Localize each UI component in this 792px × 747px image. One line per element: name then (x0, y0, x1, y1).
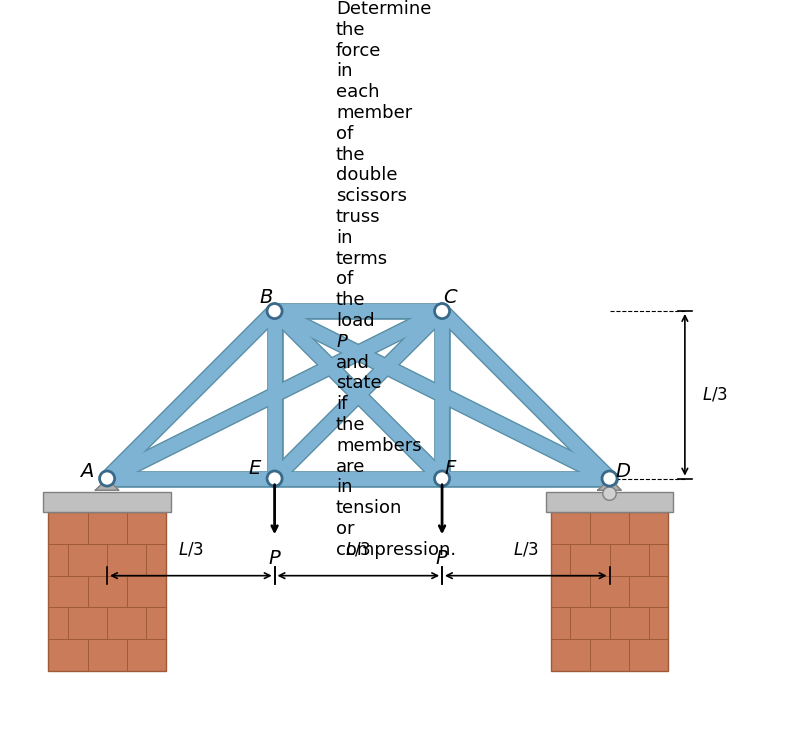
Circle shape (602, 471, 617, 486)
Text: A: A (80, 462, 93, 481)
Circle shape (435, 303, 450, 319)
Text: C: C (444, 288, 457, 307)
Text: B: B (260, 288, 273, 307)
Text: $L/3$: $L/3$ (177, 541, 204, 559)
Circle shape (603, 487, 616, 500)
Circle shape (267, 471, 282, 486)
Circle shape (435, 471, 450, 486)
Polygon shape (598, 479, 621, 490)
Text: Determine the force in each member of the double
scissors truss in terms of the : Determine the force in each member of th… (336, 0, 456, 559)
Text: F: F (445, 459, 456, 478)
Bar (48, 512, 166, 671)
Bar (546, 492, 673, 512)
Circle shape (267, 303, 282, 319)
Bar (44, 492, 171, 512)
Text: $L/3$: $L/3$ (702, 385, 728, 404)
Text: $P$: $P$ (268, 549, 281, 568)
Text: D: D (615, 462, 630, 481)
Text: $L/3$: $L/3$ (345, 541, 371, 559)
Text: $P$: $P$ (435, 549, 449, 568)
Bar (551, 512, 668, 671)
Polygon shape (95, 479, 119, 490)
Text: $L/3$: $L/3$ (512, 541, 539, 559)
Text: E: E (249, 459, 261, 478)
Circle shape (100, 471, 115, 486)
